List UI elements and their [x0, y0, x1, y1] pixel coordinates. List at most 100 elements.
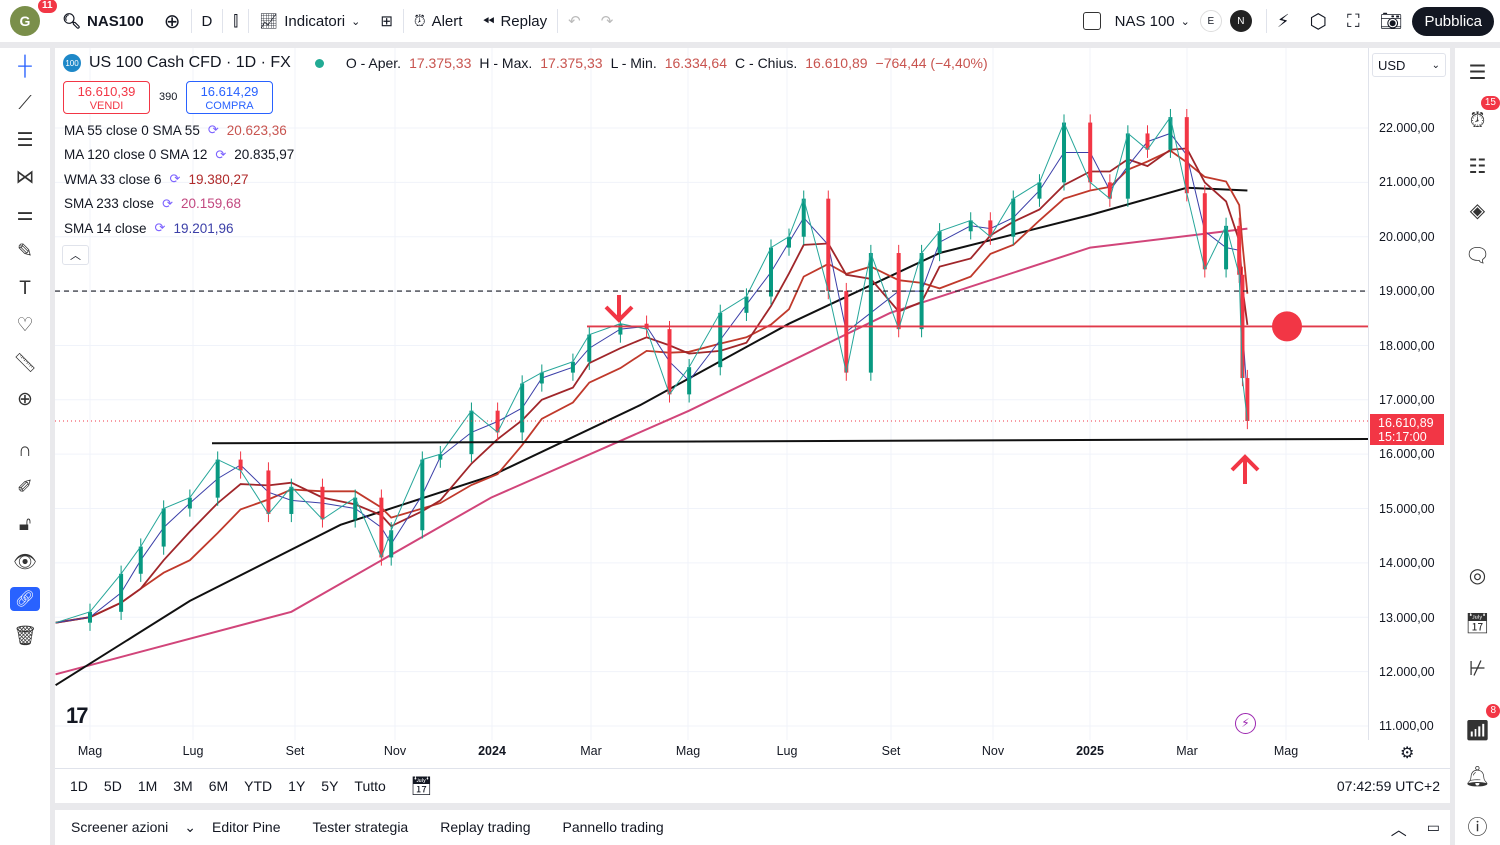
- indicator-legend-row[interactable]: MA 120 close 0 SMA 12 ⟳ 20.835,97: [64, 147, 294, 163]
- e-button[interactable]: E: [1199, 10, 1222, 32]
- trendline-tool[interactable]: ⟋: [0, 85, 50, 122]
- spread: 390: [159, 91, 178, 103]
- symbol-title[interactable]: US 100 Cash CFD · 1D · FX: [89, 54, 291, 71]
- lock-tool[interactable]: 🔓︎: [0, 506, 50, 543]
- indicator-name: MA 120 close 0 SMA 12: [64, 147, 208, 162]
- avatar[interactable]: G 11: [10, 0, 57, 36]
- date-range-icon[interactable]: 📅︎: [409, 775, 433, 796]
- options-button[interactable]: ⊬: [1455, 656, 1500, 681]
- clock[interactable]: 07:42:59 UTC+2: [1336, 778, 1440, 794]
- ruler-icon: 📏︎: [12, 352, 38, 374]
- undo-button[interactable]: ↶: [558, 0, 591, 42]
- chart-type-button[interactable]: ⫿: [223, 0, 248, 42]
- measure-tool[interactable]: 📏︎: [0, 344, 50, 381]
- layout-select[interactable]: NAS 100 ⌄: [1073, 0, 1200, 42]
- range-button[interactable]: 1D: [70, 778, 88, 794]
- replay-button[interactable]: ⏪︎ Replay: [472, 0, 557, 42]
- n-button[interactable]: N: [1229, 10, 1252, 32]
- high-label: H - Max.: [479, 55, 533, 71]
- bottom-tab[interactable]: Tester strategia: [312, 819, 409, 835]
- interval-button[interactable]: D: [192, 0, 223, 42]
- avatar-letter: G: [19, 13, 31, 29]
- currency-select[interactable]: USD ⌄: [1372, 53, 1446, 77]
- chevron-up-icon[interactable]: ︿: [1390, 821, 1407, 839]
- candle-body: [587, 334, 592, 362]
- range-button[interactable]: 1M: [137, 778, 158, 794]
- chart-pane[interactable]: [55, 48, 1450, 803]
- snapshot-button[interactable]: 📷︎: [1370, 0, 1413, 42]
- events-button[interactable]: ⚡︎: [1235, 713, 1256, 734]
- indicator-legend-row[interactable]: MA 55 close 0 SMA 55 ⟳ 20.623,36: [64, 122, 287, 138]
- layers-button[interactable]: ◈: [1455, 198, 1500, 223]
- remove-tool[interactable]: 🗑︎: [0, 617, 50, 654]
- range-button[interactable]: YTD: [244, 778, 273, 794]
- pattern-tool[interactable]: ⋈: [0, 159, 50, 196]
- range-button[interactable]: 5D: [103, 778, 122, 794]
- settings-button[interactable]: ⬡: [1300, 0, 1337, 42]
- indicators-button[interactable]: 📈︎ Indicatori ⌄: [249, 0, 370, 42]
- maximize-panel-icon[interactable]: ▭: [1426, 819, 1440, 835]
- help-button[interactable]: ⓘ: [1455, 811, 1500, 840]
- sell-button[interactable]: 16.610,39 VENDI: [63, 81, 150, 114]
- chat-button[interactable]: 🗨︎: [1455, 243, 1500, 268]
- magnet-tool[interactable]: ∩: [0, 432, 50, 469]
- publish-button[interactable]: Pubblica: [1412, 6, 1494, 36]
- buy-price: 16.614,29: [200, 84, 259, 99]
- candle-body: [119, 573, 124, 612]
- last-price-value: 16.610,89: [1378, 416, 1434, 430]
- object-tree-button[interactable]: ☷: [1455, 154, 1500, 179]
- bottom-tab[interactable]: Screener azioni: [71, 819, 169, 835]
- streams-badge: 8: [1486, 704, 1500, 718]
- quick-search-button[interactable]: ⚡︎: [1267, 0, 1300, 42]
- sma-120-line: [55, 186, 1248, 687]
- bottom-tab[interactable]: Pannello trading: [562, 819, 664, 835]
- brush-tool[interactable]: ✎: [0, 233, 50, 270]
- indicator-legend-row[interactable]: SMA 233 close ⟳ 20.159,68: [64, 196, 241, 212]
- price-scale[interactable]: 22.000,00 21.000,00 20.000,00 19.000,00 18.0…: [1368, 48, 1450, 740]
- crosshair-tool[interactable]: ┼: [0, 48, 50, 85]
- alert-button[interactable]: ⏰︎ Alert: [404, 0, 473, 42]
- fullscreen-button[interactable]: ⛶: [1337, 0, 1370, 42]
- range-button[interactable]: 1Y: [288, 778, 306, 794]
- heart-icon: ♡: [16, 315, 34, 336]
- range-button[interactable]: 5Y: [321, 778, 339, 794]
- search-icon: 🔍︎: [62, 13, 82, 30]
- icon-tool[interactable]: ♡: [0, 307, 50, 344]
- alerts-button[interactable]: ⏰︎ 15: [1455, 96, 1500, 133]
- price-chart[interactable]: [55, 48, 1368, 740]
- sync-tool[interactable]: 🔗︎: [0, 580, 50, 617]
- buy-button[interactable]: 16.614,29 COMPRA: [186, 81, 273, 114]
- bottom-tab[interactable]: Editor Pine: [212, 819, 281, 835]
- text-tool[interactable]: T: [0, 270, 50, 307]
- time-tick-label: Nov: [383, 744, 407, 758]
- drawing-mode-tool[interactable]: ✐: [0, 469, 50, 506]
- add-symbol-button[interactable]: ⊕: [154, 0, 191, 42]
- watchlist-button[interactable]: ☰: [1455, 60, 1500, 85]
- axis-settings-button[interactable]: ⚙︎: [1400, 743, 1414, 763]
- zoom-tool[interactable]: ⊕: [0, 381, 50, 418]
- time-tick-label: Lug: [776, 744, 798, 758]
- range-button[interactable]: Tutto: [354, 778, 386, 794]
- symbol-search[interactable]: 🔍︎ NAS100: [52, 0, 154, 42]
- candle-body: [1145, 133, 1150, 150]
- fib-tool[interactable]: ☰: [0, 122, 50, 159]
- bottom-tab[interactable]: Replay trading: [440, 819, 531, 835]
- visibility-tool[interactable]: 👁︎: [0, 543, 50, 580]
- notifications-button[interactable]: 🔔︎: [1455, 764, 1500, 789]
- range-button[interactable]: 6M: [208, 778, 229, 794]
- redo-button[interactable]: ↷: [591, 0, 624, 42]
- calendar-button[interactable]: 📅︎: [1455, 611, 1500, 636]
- collapse-legend-button[interactable]: ︿: [62, 245, 89, 265]
- indicator-legend-row[interactable]: WMA 33 close 6 ⟳ 19.380,27: [64, 171, 249, 187]
- streams-button[interactable]: 📶︎ 8: [1455, 704, 1500, 743]
- tradingview-logo: 17: [66, 703, 89, 728]
- indicator-name: MA 55 close 0 SMA 55: [64, 122, 200, 138]
- candle-body: [687, 367, 692, 395]
- indicator-legend-row[interactable]: SMA 14 close ⟳ 19.201,96: [64, 220, 234, 236]
- candle-body: [420, 459, 425, 531]
- projection-tool[interactable]: ⚌: [0, 196, 50, 233]
- dom-button[interactable]: ◎: [1455, 563, 1500, 588]
- templates-button[interactable]: ⊞: [370, 0, 403, 42]
- range-button[interactable]: 3M: [173, 778, 193, 794]
- candle-body: [1237, 225, 1242, 275]
